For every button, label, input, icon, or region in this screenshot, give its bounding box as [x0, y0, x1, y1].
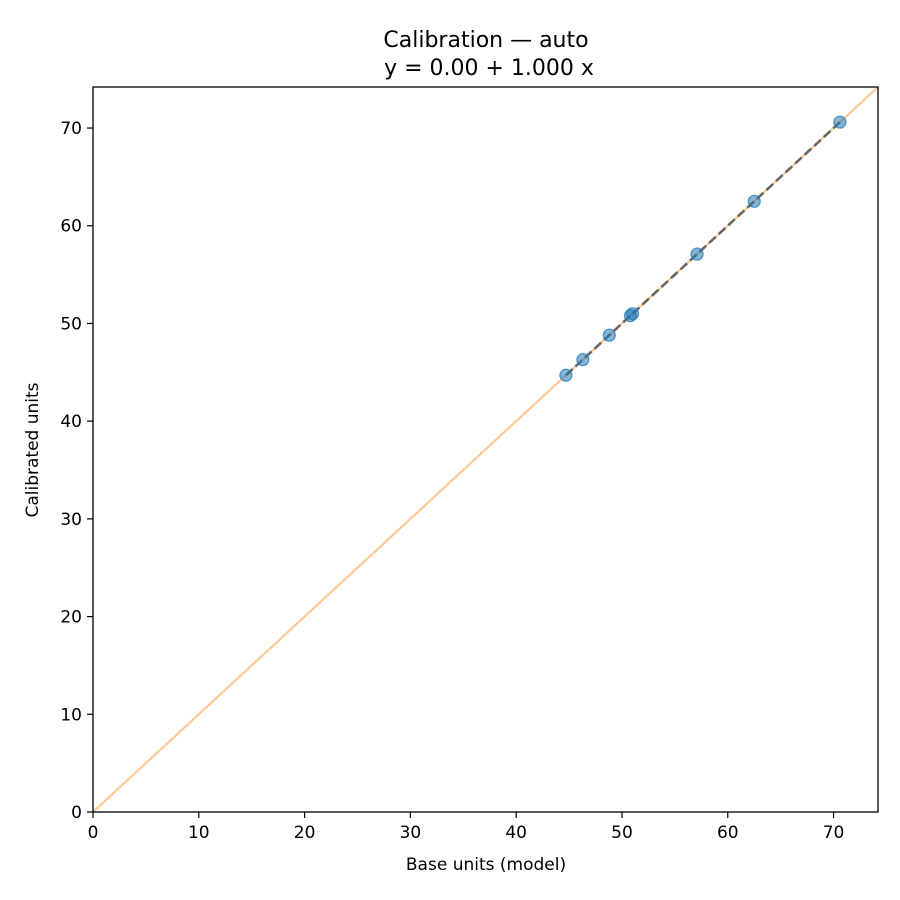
plot-area: [92, 86, 879, 813]
data-point: [559, 368, 573, 382]
axes-frame: [92, 86, 879, 813]
x-tick-label: 20: [294, 823, 316, 843]
chart-subtitle: y = 0.00 + 1.000 x: [384, 56, 594, 81]
x-tick-label: 10: [188, 823, 210, 843]
data-point: [625, 307, 640, 321]
y-tick-label: 70: [60, 119, 82, 139]
fit-line: [565, 121, 841, 377]
data-point: [602, 328, 616, 342]
data-point: [576, 353, 590, 367]
data-point: [690, 247, 704, 261]
y-tick-label: 20: [60, 608, 82, 628]
y-tick-label: 10: [60, 705, 82, 725]
x-tick-label: 30: [400, 823, 422, 843]
data-point: [747, 194, 761, 208]
chart-title: Calibration — auto: [383, 28, 588, 53]
y-axis-label: Calibrated units: [23, 382, 43, 517]
y-tick-label: 40: [60, 412, 82, 432]
x-tick-label: 40: [505, 823, 527, 843]
x-axis-label: Base units (model): [406, 855, 566, 875]
identity-line: [93, 87, 878, 812]
y-tick-label: 50: [60, 314, 82, 334]
data-layer: [93, 87, 878, 812]
y-tick-label: 60: [60, 217, 82, 237]
axis-ticks: 0 10 20 30 40 50 60 70 0 10 20 30 40 50 60 70: [60, 119, 844, 843]
y-tick-label: 0: [71, 803, 82, 823]
data-point: [833, 115, 847, 129]
x-tick-label: 0: [88, 823, 99, 843]
x-tick-label: 60: [717, 823, 739, 843]
x-tick-label: 50: [611, 823, 633, 843]
y-tick-label: 30: [60, 510, 82, 530]
x-tick-label: 70: [823, 823, 845, 843]
